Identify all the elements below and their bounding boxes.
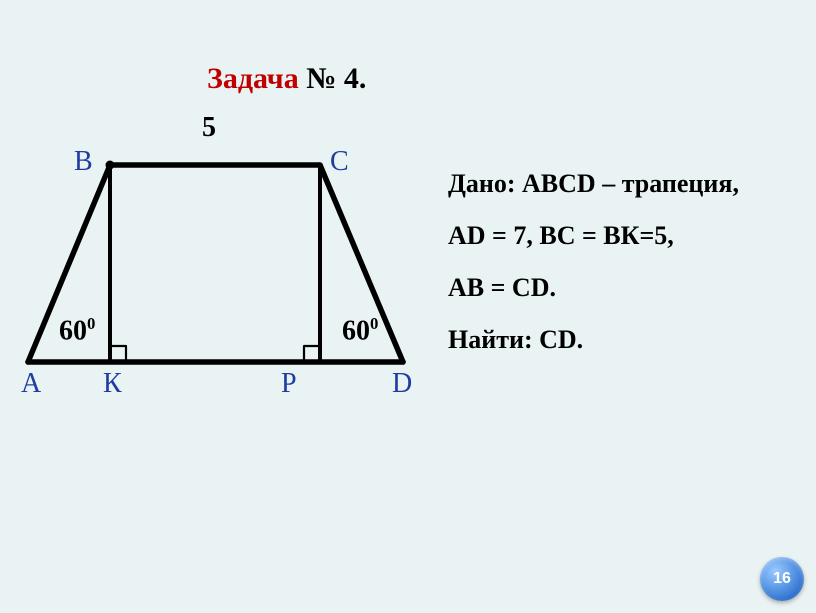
- slide-badge: 16: [760, 557, 804, 601]
- angle-label-d: 600: [342, 314, 378, 347]
- angle-label-a: 600: [59, 314, 95, 347]
- given-line-3: АВ = СD.: [448, 262, 788, 314]
- point-label-C: С: [330, 146, 349, 178]
- point-label-A: А: [21, 368, 41, 400]
- given-line-4: Найти: СD.: [448, 314, 788, 366]
- slide-number: 16: [773, 570, 791, 588]
- given-line-1: Дано: АВСD – трапеция,: [448, 158, 788, 210]
- segment-label-bc: 5: [202, 112, 216, 144]
- given-line-2: АD = 7, ВС = ВК=5,: [448, 210, 788, 262]
- point-label-K: К: [103, 368, 122, 400]
- given-block: Дано: АВСD – трапеция, АD = 7, ВС = ВК=5…: [448, 158, 788, 366]
- point-label-B: В: [74, 146, 93, 178]
- point-label-P: Р: [281, 368, 297, 400]
- point-label-D: D: [392, 368, 412, 400]
